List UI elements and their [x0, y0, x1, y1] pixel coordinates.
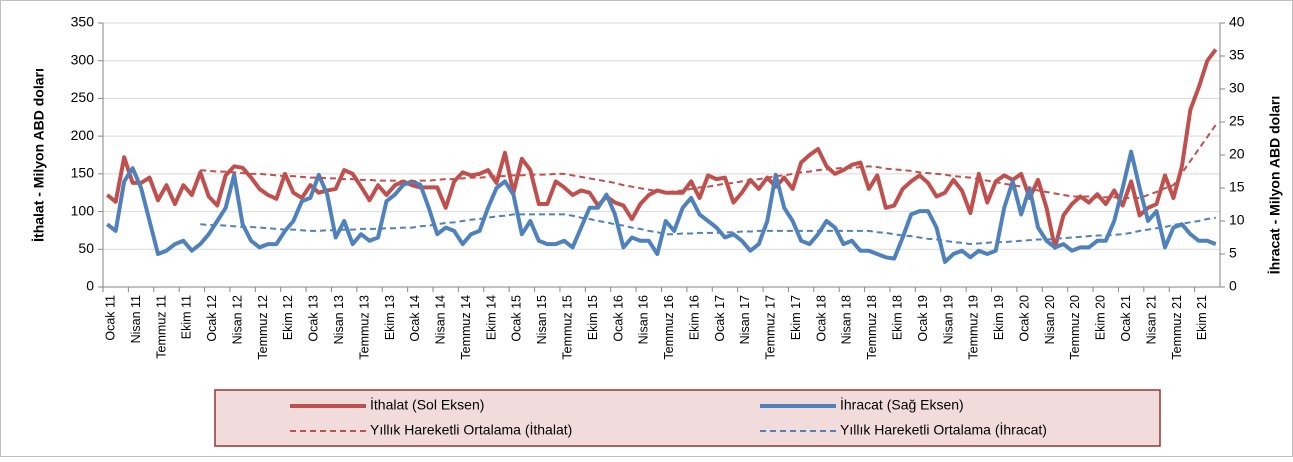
x-tick-label: Nisan 21 — [1144, 295, 1158, 344]
y-tick-label: 200 — [71, 127, 95, 143]
x-tick-label: Temmuz 19 — [967, 295, 981, 360]
y2-tick-label: 0 — [1229, 278, 1237, 294]
x-tick-label: Temmuz 12 — [256, 295, 270, 360]
x-tick-label: Ocak 13 — [307, 295, 321, 342]
x-tick-label: Ocak 17 — [713, 295, 727, 342]
x-tick-label: Nisan 13 — [332, 295, 346, 344]
legend: İthalat (Sol Eksen) İhracat (Sağ Eksen) Yı… — [290, 396, 1047, 438]
y-tick-label: 0 — [86, 278, 94, 294]
x-tick-label: Temmuz 17 — [764, 295, 778, 360]
x-tick-label: Ekim 11 — [180, 295, 194, 339]
x-tick-label: Temmuz 18 — [865, 295, 879, 360]
x-tick-label: Temmuz 14 — [459, 295, 473, 360]
x-tick-label: Ekim 18 — [891, 295, 905, 340]
x-tick-label: Nisan 20 — [1043, 295, 1057, 344]
x-tick-label: Ekim 13 — [383, 295, 397, 340]
x-tick-label: Temmuz 21 — [1170, 295, 1184, 360]
x-tick-label: Ocak 16 — [611, 295, 625, 342]
x-tick-label: Nisan 19 — [941, 295, 955, 344]
y2-tick-label: 30 — [1229, 80, 1245, 96]
legend-label: Yıllık Hareketli Ortalama (İhracat) — [840, 421, 1047, 438]
x-tick-label: Ocak 18 — [814, 295, 828, 342]
x-tick-label: Ekim 17 — [789, 295, 803, 340]
x-tick-label: Ocak 15 — [510, 295, 524, 342]
y2-tick-label: 25 — [1229, 113, 1245, 129]
y2-tick-label: 5 — [1229, 245, 1237, 261]
y-axis-title: İthalat - Milyon ABD doları — [31, 68, 47, 242]
x-tick-label: Ocak 14 — [408, 295, 422, 342]
legend-box — [214, 389, 1161, 447]
x-tick-label: Temmuz 13 — [357, 295, 371, 360]
legend-label: İthalat (Sol Eksen) — [370, 396, 484, 413]
x-tick-label: Nisan 17 — [738, 295, 752, 344]
x-tick-label: Ocak 20 — [1017, 295, 1031, 342]
y-tick-label: 300 — [71, 51, 95, 67]
x-tick-label: Nisan 15 — [535, 295, 549, 344]
y-tick-label: 50 — [78, 240, 94, 256]
x-tick-label: Nisan 14 — [434, 295, 448, 344]
x-tick-label: Ekim 20 — [1094, 295, 1108, 340]
x-tick-label: Nisan 12 — [230, 295, 244, 344]
x-tick-label: Ocak 21 — [1119, 295, 1133, 342]
y2-tick-label: 40 — [1229, 14, 1245, 30]
x-tick-label: Nisan 16 — [637, 295, 651, 344]
legend-label: Yıllık Hareketli Ortalama (İthalat) — [370, 421, 572, 438]
x-tick-label: Ocak 11 — [104, 295, 118, 341]
x-tick-label: Ekim 16 — [687, 295, 701, 340]
x-tick-label: Ocak 12 — [205, 295, 219, 342]
x-tick-label: Temmuz 11 — [154, 295, 168, 359]
y-tick-label: 150 — [71, 165, 95, 181]
x-tick-label: Nisan 11 — [129, 295, 143, 343]
x-tick-label: Ekim 15 — [586, 295, 600, 340]
x-tick-label: Temmuz 16 — [662, 295, 676, 360]
x-tick-label: Ekim 19 — [992, 295, 1006, 340]
y-tick-label: 250 — [71, 89, 95, 105]
x-tick-label: Ekim 12 — [281, 295, 295, 340]
x-tick-label: Ocak 19 — [916, 295, 930, 342]
series-line — [200, 124, 1217, 199]
y2-tick-label: 20 — [1229, 146, 1245, 162]
x-tick-label: Nisan 18 — [840, 295, 854, 344]
y-tick-label: 100 — [71, 202, 95, 218]
x-tick-label: Ekim 14 — [484, 295, 498, 340]
legend-label: İhracat (Sağ Eksen) — [840, 396, 964, 413]
y2-tick-label: 35 — [1229, 47, 1245, 63]
y2-tick-label: 15 — [1229, 179, 1245, 195]
y2-axis-title: İhracat - Milyon ABD doları — [1267, 96, 1283, 274]
series-line — [105, 149, 1217, 264]
y2-tick-label: 10 — [1229, 212, 1245, 228]
x-tick-label: Ekim 21 — [1195, 295, 1209, 340]
x-tick-label: Temmuz 20 — [1068, 295, 1082, 360]
x-tick-label: Temmuz 15 — [560, 295, 574, 360]
y-tick-label: 350 — [71, 14, 95, 30]
series-line — [200, 213, 1216, 246]
